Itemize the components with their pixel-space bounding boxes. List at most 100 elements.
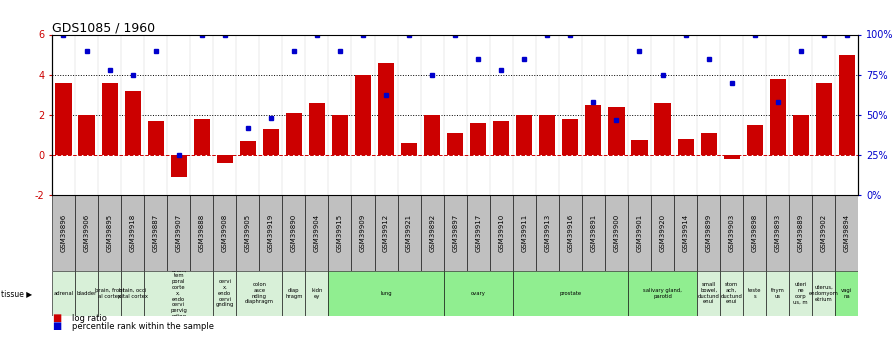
Bar: [420, 195, 444, 271]
Bar: [724, 155, 740, 159]
Bar: [789, 271, 813, 316]
Text: ■: ■: [52, 313, 61, 323]
Text: GSM39904: GSM39904: [314, 214, 320, 252]
Text: GDS1085 / 1960: GDS1085 / 1960: [52, 21, 155, 34]
Bar: [743, 271, 766, 316]
Text: GSM39895: GSM39895: [107, 214, 113, 252]
Text: GSM39919: GSM39919: [268, 214, 274, 252]
Text: thym
us: thym us: [771, 288, 785, 299]
Bar: [424, 115, 440, 155]
Bar: [697, 271, 720, 316]
Text: GSM39916: GSM39916: [567, 214, 573, 252]
Text: percentile rank within the sample: percentile rank within the sample: [72, 322, 213, 331]
Bar: [263, 129, 279, 155]
Text: diap
hragm: diap hragm: [285, 288, 303, 299]
Text: kidn
ey: kidn ey: [311, 288, 323, 299]
Bar: [444, 271, 513, 316]
Text: adrenal: adrenal: [54, 291, 73, 296]
Bar: [237, 195, 259, 271]
Bar: [194, 119, 210, 155]
Bar: [743, 195, 766, 271]
Bar: [75, 271, 98, 316]
Bar: [654, 103, 670, 155]
Bar: [493, 121, 509, 155]
Text: GSM39912: GSM39912: [383, 214, 389, 252]
Bar: [398, 195, 420, 271]
Bar: [121, 195, 144, 271]
Bar: [375, 195, 398, 271]
Bar: [79, 115, 95, 155]
Bar: [746, 125, 762, 155]
Bar: [467, 195, 490, 271]
Bar: [98, 195, 121, 271]
Bar: [539, 115, 556, 155]
Text: brain,
tem
poral
corte
x,
endo
cervi
pervig
nding: brain, tem poral corte x, endo cervi per…: [170, 268, 187, 319]
Text: GSM39891: GSM39891: [590, 214, 597, 252]
Text: salivary gland,
parotid: salivary gland, parotid: [643, 288, 682, 299]
Bar: [789, 195, 813, 271]
Text: GSM39902: GSM39902: [821, 214, 827, 252]
Bar: [75, 195, 98, 271]
Text: GSM39898: GSM39898: [752, 214, 758, 252]
Bar: [582, 195, 605, 271]
Bar: [98, 271, 121, 316]
Bar: [444, 195, 467, 271]
Bar: [148, 121, 164, 155]
Text: bladder: bladder: [76, 291, 97, 296]
Text: GSM39913: GSM39913: [545, 214, 550, 252]
Text: GSM39915: GSM39915: [337, 214, 343, 252]
Text: brain, front
al cortex: brain, front al cortex: [95, 288, 125, 299]
Bar: [674, 195, 697, 271]
Text: GSM39905: GSM39905: [245, 214, 251, 252]
Bar: [815, 82, 831, 155]
Bar: [329, 271, 444, 316]
Text: GSM39921: GSM39921: [406, 214, 412, 252]
Bar: [513, 271, 628, 316]
Text: teste
s: teste s: [748, 288, 762, 299]
Bar: [835, 271, 858, 316]
Bar: [52, 271, 75, 316]
Bar: [632, 140, 648, 155]
Bar: [168, 195, 190, 271]
Bar: [125, 91, 141, 155]
Text: uteri
ne
corp
us, m: uteri ne corp us, m: [794, 282, 808, 304]
Bar: [793, 115, 809, 155]
Text: brain, occi
pital cortex: brain, occi pital cortex: [117, 288, 148, 299]
Text: GSM39892: GSM39892: [429, 214, 435, 252]
Bar: [144, 271, 213, 316]
Bar: [608, 107, 625, 155]
Bar: [563, 119, 579, 155]
Bar: [144, 195, 168, 271]
Text: GSM39893: GSM39893: [775, 214, 780, 252]
Text: GSM39900: GSM39900: [614, 214, 619, 252]
Bar: [697, 195, 720, 271]
Text: GSM39906: GSM39906: [83, 214, 90, 252]
Bar: [813, 195, 835, 271]
Text: ■: ■: [52, 321, 61, 331]
Bar: [628, 271, 697, 316]
Bar: [240, 141, 256, 155]
Bar: [56, 82, 72, 155]
Text: GSM39909: GSM39909: [360, 214, 366, 252]
Text: stom
ach,
ductund
enui: stom ach, ductund enui: [720, 282, 743, 304]
Bar: [447, 133, 463, 155]
Bar: [516, 115, 532, 155]
Text: small
bowel,
ductund
enui: small bowel, ductund enui: [698, 282, 719, 304]
Bar: [306, 195, 329, 271]
Bar: [559, 195, 582, 271]
Bar: [677, 139, 694, 155]
Bar: [351, 195, 375, 271]
Bar: [170, 155, 186, 177]
Bar: [332, 115, 348, 155]
Bar: [513, 195, 536, 271]
Text: GSM39894: GSM39894: [844, 214, 849, 252]
Bar: [217, 155, 233, 163]
Text: GSM39907: GSM39907: [176, 214, 182, 252]
Text: GSM39896: GSM39896: [61, 214, 66, 252]
Bar: [213, 271, 237, 316]
Bar: [213, 195, 237, 271]
Text: GSM39897: GSM39897: [452, 214, 458, 252]
Bar: [720, 271, 743, 316]
Text: vagi
na: vagi na: [841, 288, 852, 299]
Bar: [835, 195, 858, 271]
